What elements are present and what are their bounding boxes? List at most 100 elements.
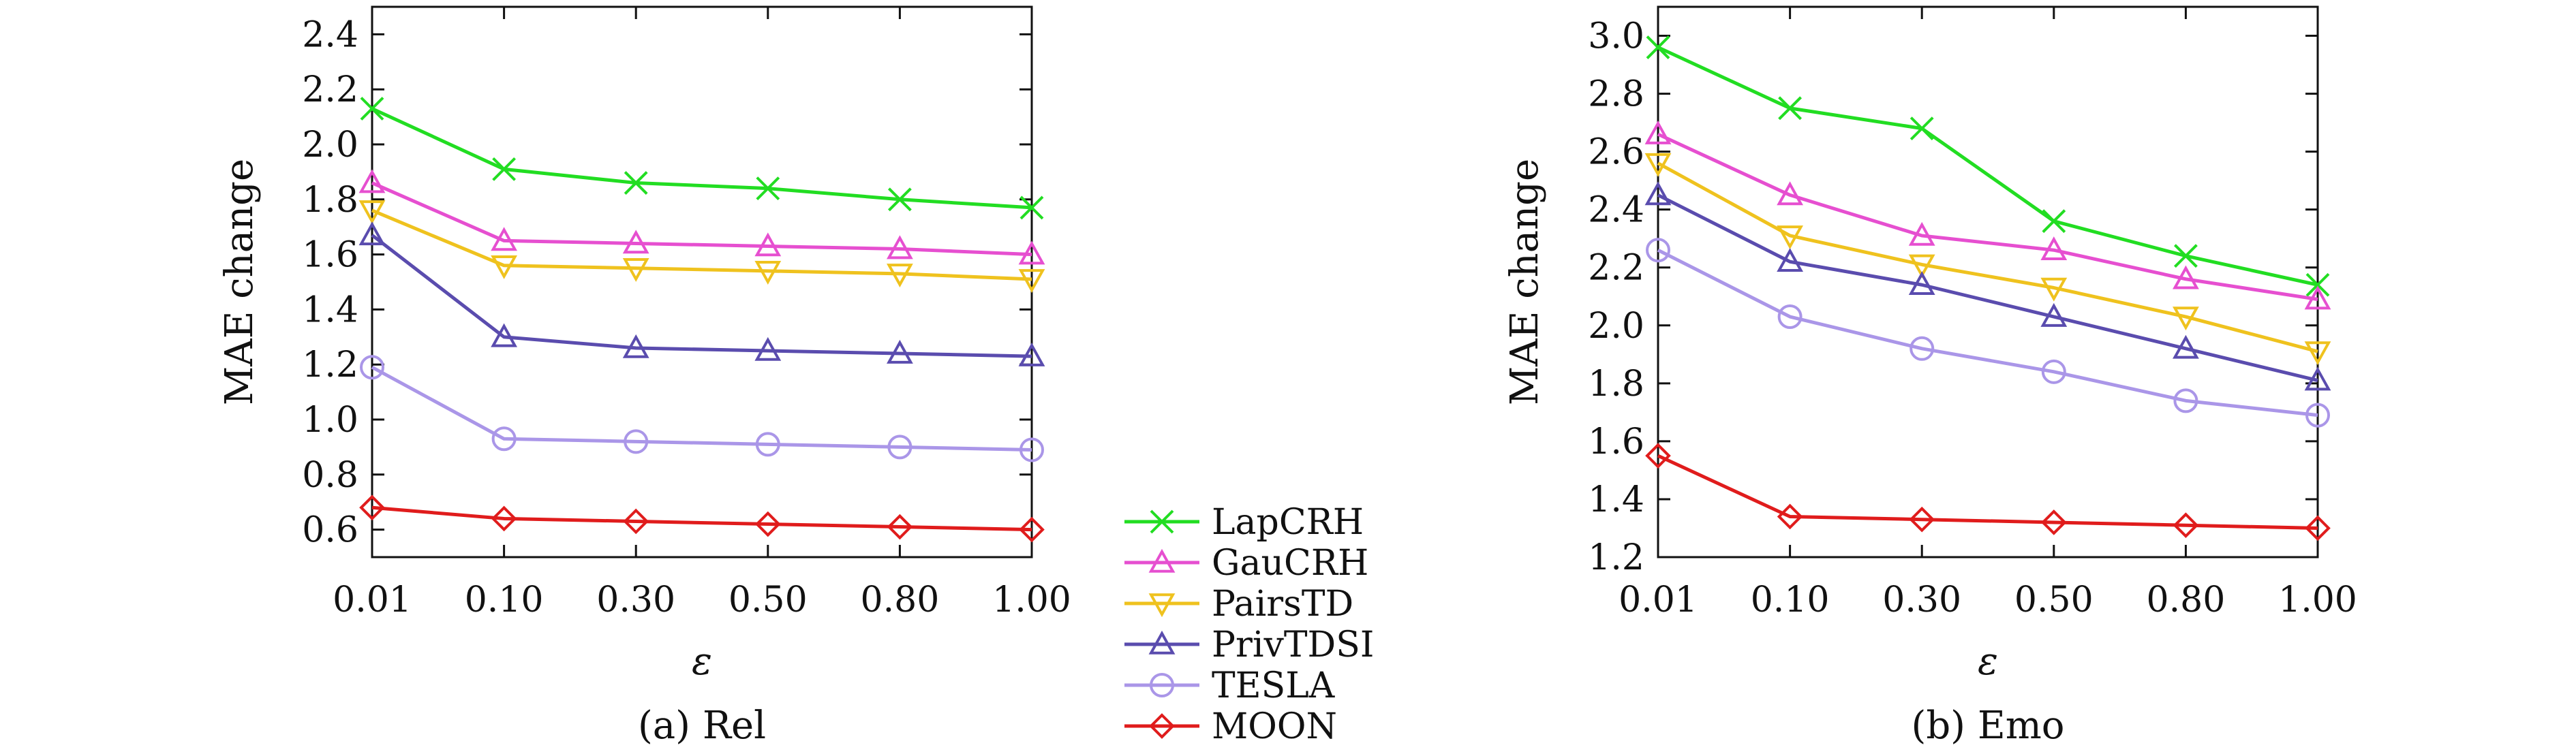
data-point xyxy=(2304,366,2331,391)
y-tick-label: 2.4 xyxy=(302,14,358,55)
legend-item: GauCRH xyxy=(1124,543,1368,584)
data-point xyxy=(1778,96,1803,121)
series-line-moon xyxy=(371,505,1032,532)
data-point xyxy=(1908,271,1935,296)
y-tick-label: 1.8 xyxy=(302,180,358,221)
chart-panel-emo: 1.21.41.61.82.02.22.42.62.83.0 0.01 0.10 0… xyxy=(1503,5,2357,748)
legend-label: TESLA xyxy=(1212,665,1336,706)
data-point xyxy=(624,429,649,454)
legend-marker xyxy=(1148,593,1176,618)
series-line-lapcrh xyxy=(1657,46,2318,287)
x-tick-label: 0.01 xyxy=(333,580,412,620)
data-point xyxy=(358,169,386,193)
data-point xyxy=(754,261,782,285)
y-tick-label: 2.0 xyxy=(302,125,358,166)
x-tick-label: 0.50 xyxy=(729,580,808,620)
data-point xyxy=(1645,443,1671,469)
y-tick-label: 3.0 xyxy=(1588,16,1644,57)
x-axis-label: ε xyxy=(1978,640,1998,684)
series-line-pairstd xyxy=(371,208,1032,281)
data-point xyxy=(1644,120,1672,144)
data-point xyxy=(887,514,913,540)
data-point xyxy=(2041,359,2066,384)
legend-marker xyxy=(1148,548,1176,573)
series-line-gaucrh xyxy=(371,181,1032,257)
series-line-gaucrh xyxy=(1657,132,2318,301)
series-moon xyxy=(359,494,1045,543)
series-line-tesla xyxy=(1657,248,2318,418)
series-moon xyxy=(1645,443,2331,541)
x-tick-label: 0.01 xyxy=(1619,580,1698,620)
data-point xyxy=(2040,302,2068,327)
y-tick-label: 1.6 xyxy=(1588,422,1644,462)
data-point xyxy=(1019,516,1045,543)
data-point xyxy=(2040,277,2068,302)
x-tick-label: 1.00 xyxy=(992,580,1071,620)
x-tick-label: 0.30 xyxy=(1882,580,1961,620)
y-tick-label: 1.0 xyxy=(302,400,358,441)
x-tick-label: 0.80 xyxy=(2147,580,2226,620)
data-point xyxy=(360,355,384,380)
data-point xyxy=(359,494,385,521)
x-axis-label: ε xyxy=(692,640,712,684)
data-point xyxy=(492,157,517,181)
data-point xyxy=(622,334,649,358)
series-pairstd xyxy=(358,200,1045,294)
series-privtdsi xyxy=(358,221,1045,366)
legend-swatch-marker xyxy=(1149,713,1175,739)
data-point xyxy=(358,221,386,246)
legend-item: PairsTD xyxy=(1124,584,1353,625)
data-point xyxy=(2305,272,2330,297)
series-pairstd xyxy=(1644,153,2331,366)
legend-marker xyxy=(1150,673,1174,697)
series-tesla xyxy=(360,355,1044,462)
data-point xyxy=(2304,341,2331,366)
series-lapcrh xyxy=(360,97,1044,220)
legend-item: LapCRH xyxy=(1124,502,1364,543)
x-tick-label: 0.50 xyxy=(2014,580,2094,620)
y-tick-label: 0.8 xyxy=(302,455,358,496)
data-point xyxy=(754,511,781,537)
data-point xyxy=(2173,512,2199,539)
legend-marker xyxy=(1150,509,1174,534)
legend-swatch-marker xyxy=(1150,673,1174,697)
y-axis-label: MAE change xyxy=(1503,159,1547,405)
data-point xyxy=(754,336,782,361)
y-tick-label: 2.2 xyxy=(302,69,358,110)
x-tick-labels: 0.01 0.10 0.30 0.50 0.80 1.00 xyxy=(333,580,1071,620)
data-point xyxy=(623,508,649,535)
y-tick-label: 1.8 xyxy=(1588,364,1644,405)
data-point xyxy=(491,255,517,279)
data-point xyxy=(754,232,782,257)
y-tick-label: 2.8 xyxy=(1588,74,1644,115)
legend-swatch-marker xyxy=(1148,630,1176,655)
legend-marker xyxy=(1148,630,1176,655)
data-point xyxy=(2173,265,2199,289)
plot-frame xyxy=(1657,5,2319,558)
y-tick-label: 2.6 xyxy=(1588,132,1644,173)
data-point xyxy=(1777,248,1803,272)
data-point xyxy=(2042,209,2066,234)
data-point xyxy=(491,227,517,251)
data-point xyxy=(1910,336,1935,361)
data-point xyxy=(1019,437,1044,462)
data-point xyxy=(2040,236,2068,261)
x-tick-label: 0.30 xyxy=(596,580,675,620)
data-point xyxy=(1777,304,1803,330)
data-point xyxy=(624,171,648,195)
data-point xyxy=(1644,153,1672,177)
y-tick-label: 2.0 xyxy=(1588,306,1644,347)
data-point xyxy=(2173,244,2198,268)
legend-swatch-marker xyxy=(1148,593,1176,618)
legend-item: TESLA xyxy=(1124,665,1336,706)
series-line-privtdsi xyxy=(371,234,1032,358)
y-tick-labels: 1.2 1.4 1.6 1.8 2.0 2.2 2.4 2.6 2.8 3.0 xyxy=(1588,16,1644,578)
legend-item: MOON xyxy=(1124,706,1337,747)
data-point xyxy=(887,235,913,259)
legend-label: MOON xyxy=(1212,706,1337,747)
data-point xyxy=(2173,388,2198,413)
data-point xyxy=(887,339,913,364)
legend-item: PrivTDSI xyxy=(1124,625,1374,665)
axis-ticks xyxy=(371,7,1033,557)
